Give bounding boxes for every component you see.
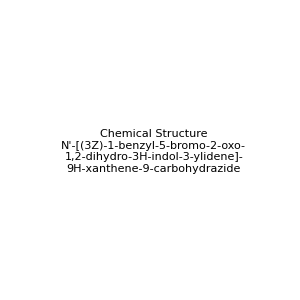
Text: Chemical Structure
N'-[(3Z)-1-benzyl-5-bromo-2-oxo-
1,2-dihydro-3H-indol-3-ylide: Chemical Structure N'-[(3Z)-1-benzyl-5-b… [61, 129, 246, 174]
